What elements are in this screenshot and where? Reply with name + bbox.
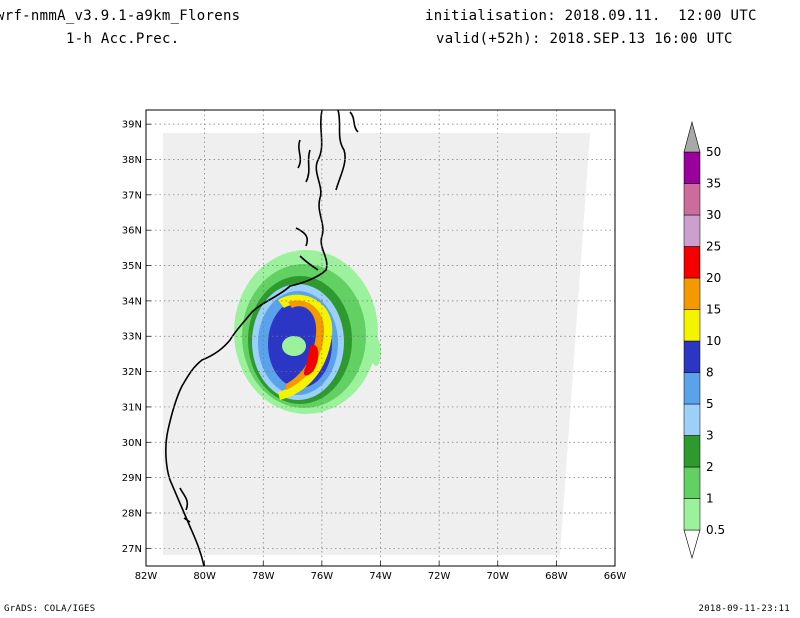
longitude-label: 78W — [252, 571, 275, 582]
coastline — [165, 109, 359, 567]
longitude-label: 76W — [311, 571, 334, 582]
longitude-labels: 82W 80W 78W 76W 74W 72W 70W 68W 66W — [135, 571, 627, 582]
latitude-label: 32N — [122, 367, 142, 378]
longitude-label: 66W — [604, 571, 627, 582]
longitude-label: 74W — [369, 571, 392, 582]
latitude-label: 33N — [122, 332, 142, 343]
latitude-label: 36N — [122, 226, 142, 237]
longitude-label: 68W — [545, 571, 568, 582]
colorbar-label: 20 — [706, 271, 721, 285]
colorbar-segment — [683, 151, 701, 184]
colorbar-label: 50 — [706, 145, 721, 159]
colorbar-label: 25 — [706, 240, 721, 254]
colorbar-label: 5 — [706, 397, 714, 411]
valid-time: valid(+52h): 2018.SEP.13 16:00 UTC — [436, 31, 733, 47]
initialisation-time: initialisation: 2018.09.11. 12:00 UTC — [425, 8, 757, 24]
colorbar-segment — [683, 246, 701, 279]
graticule — [145, 110, 616, 566]
latitude-label: 29N — [122, 473, 142, 484]
latitude-label: 31N — [122, 402, 142, 413]
latitude-label: 37N — [122, 190, 142, 201]
colorbar-label: 3 — [706, 429, 714, 443]
colorbar-segment — [683, 340, 701, 373]
latitude-label: 30N — [122, 438, 142, 449]
colorbar-label: 0.5 — [706, 523, 725, 537]
colorbar-segment — [683, 277, 701, 310]
longitude-label: 82W — [135, 571, 158, 582]
colorbar-segment — [683, 372, 701, 405]
colorbar-label: 15 — [706, 303, 721, 317]
colorbar-label: 2 — [706, 460, 714, 474]
colorbar-label: 8 — [706, 366, 714, 380]
longitude-label: 72W — [428, 571, 451, 582]
generation-timestamp: 2018-09-11-23:11 — [698, 604, 790, 614]
colorbar-segment — [683, 403, 701, 436]
colorbar-lower-arrow — [683, 529, 701, 560]
precip-band-20 — [303, 344, 319, 376]
latitude-label: 35N — [122, 261, 142, 272]
longitude-label: 80W — [193, 571, 216, 582]
colorbar-upper-arrow — [683, 120, 701, 153]
field-title: 1-h Acc.Prec. — [66, 31, 180, 47]
colorbar-label: 10 — [706, 334, 721, 348]
storm-eye — [282, 336, 306, 356]
colorbar-segment — [683, 183, 701, 216]
latitude-label: 28N — [122, 508, 142, 519]
latitude-label: 39N — [122, 120, 142, 131]
colorbar-label: 35 — [706, 177, 721, 191]
latitude-labels: 39N 38N 37N 36N 35N 34N 33N 32N 31N 30N 29N 28N 27N — [122, 120, 142, 555]
colorbar-segment — [683, 498, 701, 531]
colorbar-label: 1 — [706, 492, 714, 506]
latitude-label: 38N — [122, 155, 142, 166]
longitude-label: 70W — [486, 571, 509, 582]
model-title: wrf-nmmA_v3.9.1-a9km_Florens — [0, 8, 241, 24]
precip-outer-band — [371, 338, 381, 366]
colorbar-label: 30 — [706, 208, 721, 222]
map-frame — [145, 109, 616, 567]
colorbar-segment — [683, 466, 701, 499]
latitude-label: 27N — [122, 544, 142, 555]
colorbar-segment — [683, 214, 701, 247]
grads-credit: GrADS: COLA/IGES — [4, 604, 96, 614]
colorbar-segment — [683, 309, 701, 342]
colorbar-segment — [683, 435, 701, 468]
latitude-label: 34N — [122, 296, 142, 307]
